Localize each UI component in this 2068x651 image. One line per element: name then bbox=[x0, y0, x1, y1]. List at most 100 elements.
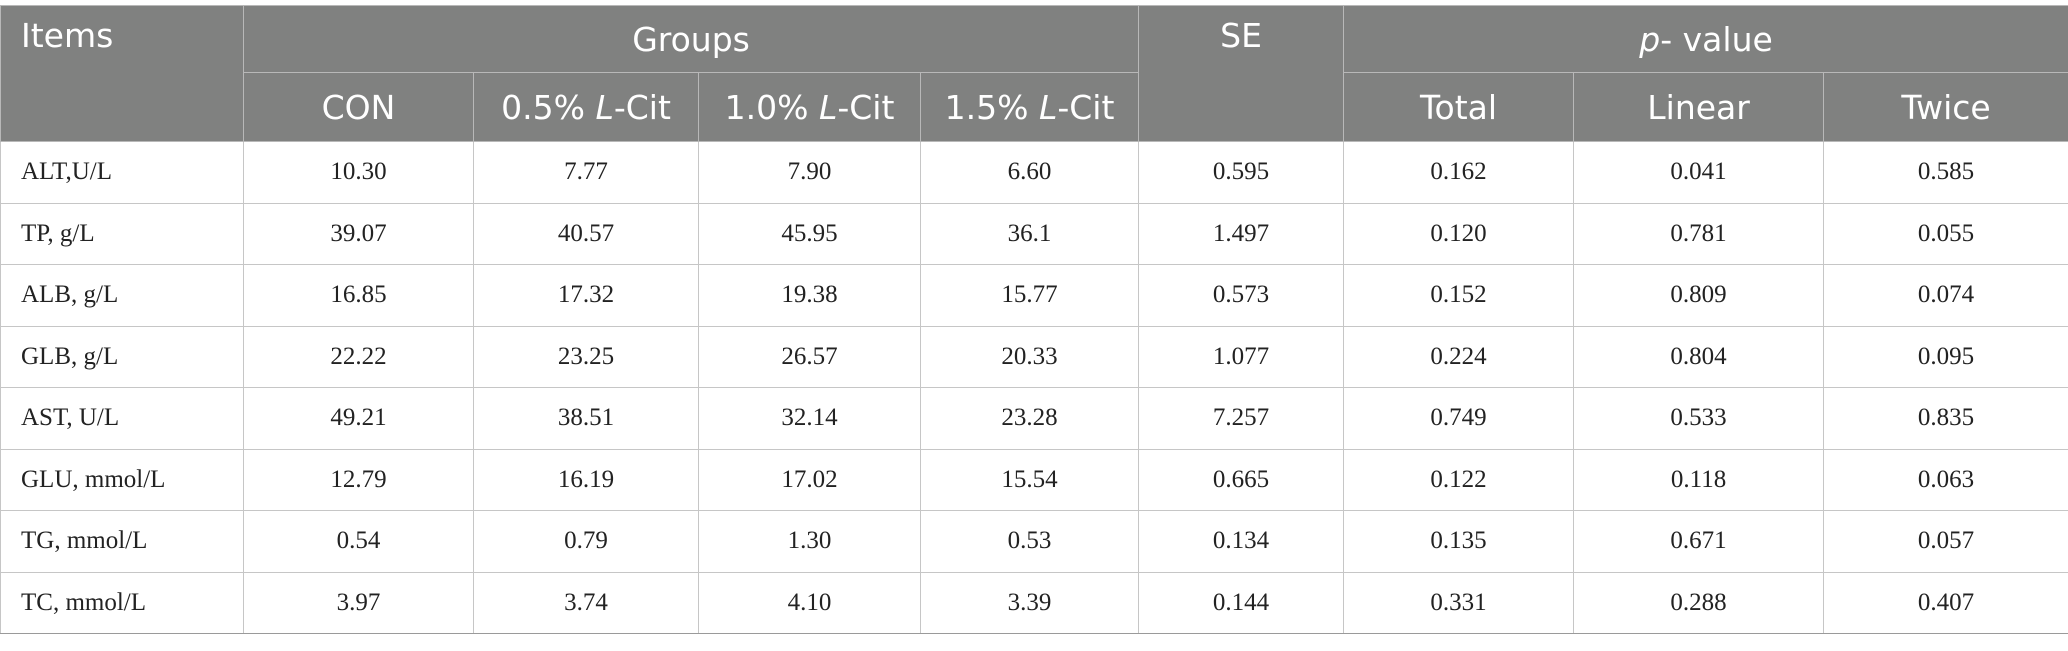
pvalue-header-total: Total bbox=[1343, 72, 1575, 142]
pvalue-header: p- value bbox=[1343, 5, 2068, 73]
cell-p-total: 0.162 bbox=[1343, 141, 1575, 204]
group-header-prefix: 1.5% bbox=[944, 87, 1039, 127]
cell-p-total: 0.135 bbox=[1343, 510, 1575, 573]
cell-0-5-lcit: 40.57 bbox=[473, 202, 699, 265]
cell-1-0-lcit: 1.30 bbox=[698, 510, 921, 573]
row-item-label: ALB, g/L bbox=[0, 264, 244, 327]
cell-se: 1.497 bbox=[1138, 202, 1345, 265]
cell-0-5-lcit: 0.79 bbox=[473, 510, 699, 573]
cell-con: 3.97 bbox=[243, 571, 474, 634]
items-header: Items bbox=[0, 5, 244, 142]
cell-0-5-lcit: 3.74 bbox=[473, 571, 699, 634]
table-header: Items Groups SE p- value CON 0.5% L-Cit … bbox=[0, 5, 2068, 142]
cell-p-linear: 0.118 bbox=[1573, 448, 1825, 511]
cell-p-total: 0.152 bbox=[1343, 264, 1575, 327]
cell-0-5-lcit: 23.25 bbox=[473, 325, 699, 388]
cell-p-total: 0.120 bbox=[1343, 202, 1575, 265]
cell-1-0-lcit: 19.38 bbox=[698, 264, 921, 327]
group-header-italic: L bbox=[818, 87, 838, 127]
pvalue-header-twice: Twice bbox=[1823, 72, 2068, 142]
cell-p-linear: 0.671 bbox=[1573, 510, 1825, 573]
cell-se: 1.077 bbox=[1138, 325, 1345, 388]
table-row: TG, mmol/L 0.54 0.79 1.30 0.53 0.134 0.135 0.67… bbox=[0, 510, 2068, 573]
cell-p-linear: 0.533 bbox=[1573, 387, 1825, 450]
table-row: TP, g/L 39.07 40.57 45.95 36.1 1.497 0.120 0.78… bbox=[0, 202, 2068, 265]
row-item-label: TG, mmol/L bbox=[0, 510, 244, 573]
cell-1-5-lcit: 23.28 bbox=[919, 387, 1140, 450]
cell-se: 0.665 bbox=[1138, 448, 1345, 511]
cell-0-5-lcit: 17.32 bbox=[473, 264, 699, 327]
group-header-1-0-lcit: 1.0% L-Cit bbox=[698, 72, 921, 142]
pvalue-header-linear: Linear bbox=[1573, 72, 1825, 142]
row-item-label: TP, g/L bbox=[0, 202, 244, 265]
group-header-italic: L bbox=[1038, 87, 1058, 127]
cell-con: 49.21 bbox=[243, 387, 474, 450]
table-row: AST, U/L 49.21 38.51 32.14 23.28 7.257 0.749 0.… bbox=[0, 387, 2068, 450]
row-item-label: GLU, mmol/L bbox=[0, 448, 244, 511]
row-item-label: GLB, g/L bbox=[0, 325, 244, 388]
cell-1-0-lcit: 45.95 bbox=[698, 202, 921, 265]
cell-p-linear: 0.804 bbox=[1573, 325, 1825, 388]
cell-1-0-lcit: 17.02 bbox=[698, 448, 921, 511]
cell-0-5-lcit: 7.77 bbox=[473, 141, 699, 204]
cell-1-5-lcit: 20.33 bbox=[919, 325, 1140, 388]
cell-con: 10.30 bbox=[243, 141, 474, 204]
cell-1-5-lcit: 15.77 bbox=[919, 264, 1140, 327]
group-header-0-5-lcit: 0.5% L-Cit bbox=[473, 72, 699, 142]
row-item-label: ALT,U/L bbox=[0, 141, 244, 204]
data-table: Items Groups SE p- value CON 0.5% L-Cit … bbox=[0, 5, 2068, 634]
cell-con: 12.79 bbox=[243, 448, 474, 511]
cell-p-twice: 0.055 bbox=[1823, 202, 2068, 265]
cell-1-0-lcit: 26.57 bbox=[698, 325, 921, 388]
pvalue-header-italic: p bbox=[1639, 19, 1661, 59]
cell-1-5-lcit: 0.53 bbox=[919, 510, 1140, 573]
cell-p-twice: 0.074 bbox=[1823, 264, 2068, 327]
cell-1-5-lcit: 15.54 bbox=[919, 448, 1140, 511]
group-header-suffix: -Cit bbox=[1057, 87, 1115, 127]
cell-1-5-lcit: 6.60 bbox=[919, 141, 1140, 204]
table-row: GLU, mmol/L 12.79 16.19 17.02 15.54 0.665 0.12… bbox=[0, 448, 2068, 511]
row-item-label: TC, mmol/L bbox=[0, 571, 244, 634]
cell-se: 0.134 bbox=[1138, 510, 1345, 573]
table-row: TC, mmol/L 3.97 3.74 4.10 3.39 0.144 0.331 0.28… bbox=[0, 571, 2068, 634]
table-row: GLB, g/L 22.22 23.25 26.57 20.33 1.077 0.224 0.… bbox=[0, 325, 2068, 388]
cell-p-twice: 0.585 bbox=[1823, 141, 2068, 204]
cell-p-linear: 0.041 bbox=[1573, 141, 1825, 204]
cell-p-total: 0.224 bbox=[1343, 325, 1575, 388]
cell-se: 0.144 bbox=[1138, 571, 1345, 634]
groups-header: Groups bbox=[242, 5, 1140, 73]
cell-1-0-lcit: 4.10 bbox=[698, 571, 921, 634]
group-header-italic: L bbox=[595, 87, 614, 127]
cell-con: 0.54 bbox=[243, 510, 474, 573]
cell-con: 22.22 bbox=[243, 325, 474, 388]
group-header-prefix: CON bbox=[321, 87, 396, 127]
cell-p-linear: 0.809 bbox=[1573, 264, 1825, 327]
cell-1-5-lcit: 3.39 bbox=[919, 571, 1140, 634]
table-row: ALB, g/L 16.85 17.32 19.38 15.77 0.573 0.152 0.… bbox=[0, 264, 2068, 327]
pvalue-header-rest: - value bbox=[1660, 19, 1773, 59]
cell-1-0-lcit: 32.14 bbox=[698, 387, 921, 450]
cell-0-5-lcit: 38.51 bbox=[473, 387, 699, 450]
table-row: ALT,U/L 10.30 7.77 7.90 6.60 0.595 0.162 0.041 0… bbox=[0, 141, 2068, 204]
row-item-label: AST, U/L bbox=[0, 387, 244, 450]
cell-p-twice: 0.095 bbox=[1823, 325, 2068, 388]
cell-con: 16.85 bbox=[243, 264, 474, 327]
cell-1-5-lcit: 36.1 bbox=[919, 202, 1140, 265]
group-header-con: CON bbox=[243, 72, 474, 142]
cell-p-total: 0.749 bbox=[1343, 387, 1575, 450]
se-header: SE bbox=[1138, 5, 1345, 142]
cell-con: 39.07 bbox=[243, 202, 474, 265]
table-body: ALT,U/L 10.30 7.77 7.90 6.60 0.595 0.162 0.041 0… bbox=[0, 141, 2068, 634]
cell-p-total: 0.122 bbox=[1343, 448, 1575, 511]
cell-se: 0.573 bbox=[1138, 264, 1345, 327]
cell-1-0-lcit: 7.90 bbox=[698, 141, 921, 204]
group-header-suffix: -Cit bbox=[613, 87, 671, 127]
cell-p-twice: 0.407 bbox=[1823, 571, 2068, 634]
cell-0-5-lcit: 16.19 bbox=[473, 448, 699, 511]
cell-se: 7.257 bbox=[1138, 387, 1345, 450]
cell-se: 0.595 bbox=[1138, 141, 1345, 204]
group-header-prefix: 1.0% bbox=[724, 87, 819, 127]
cell-p-twice: 0.063 bbox=[1823, 448, 2068, 511]
group-header-1-5-lcit: 1.5% L-Cit bbox=[919, 72, 1140, 142]
